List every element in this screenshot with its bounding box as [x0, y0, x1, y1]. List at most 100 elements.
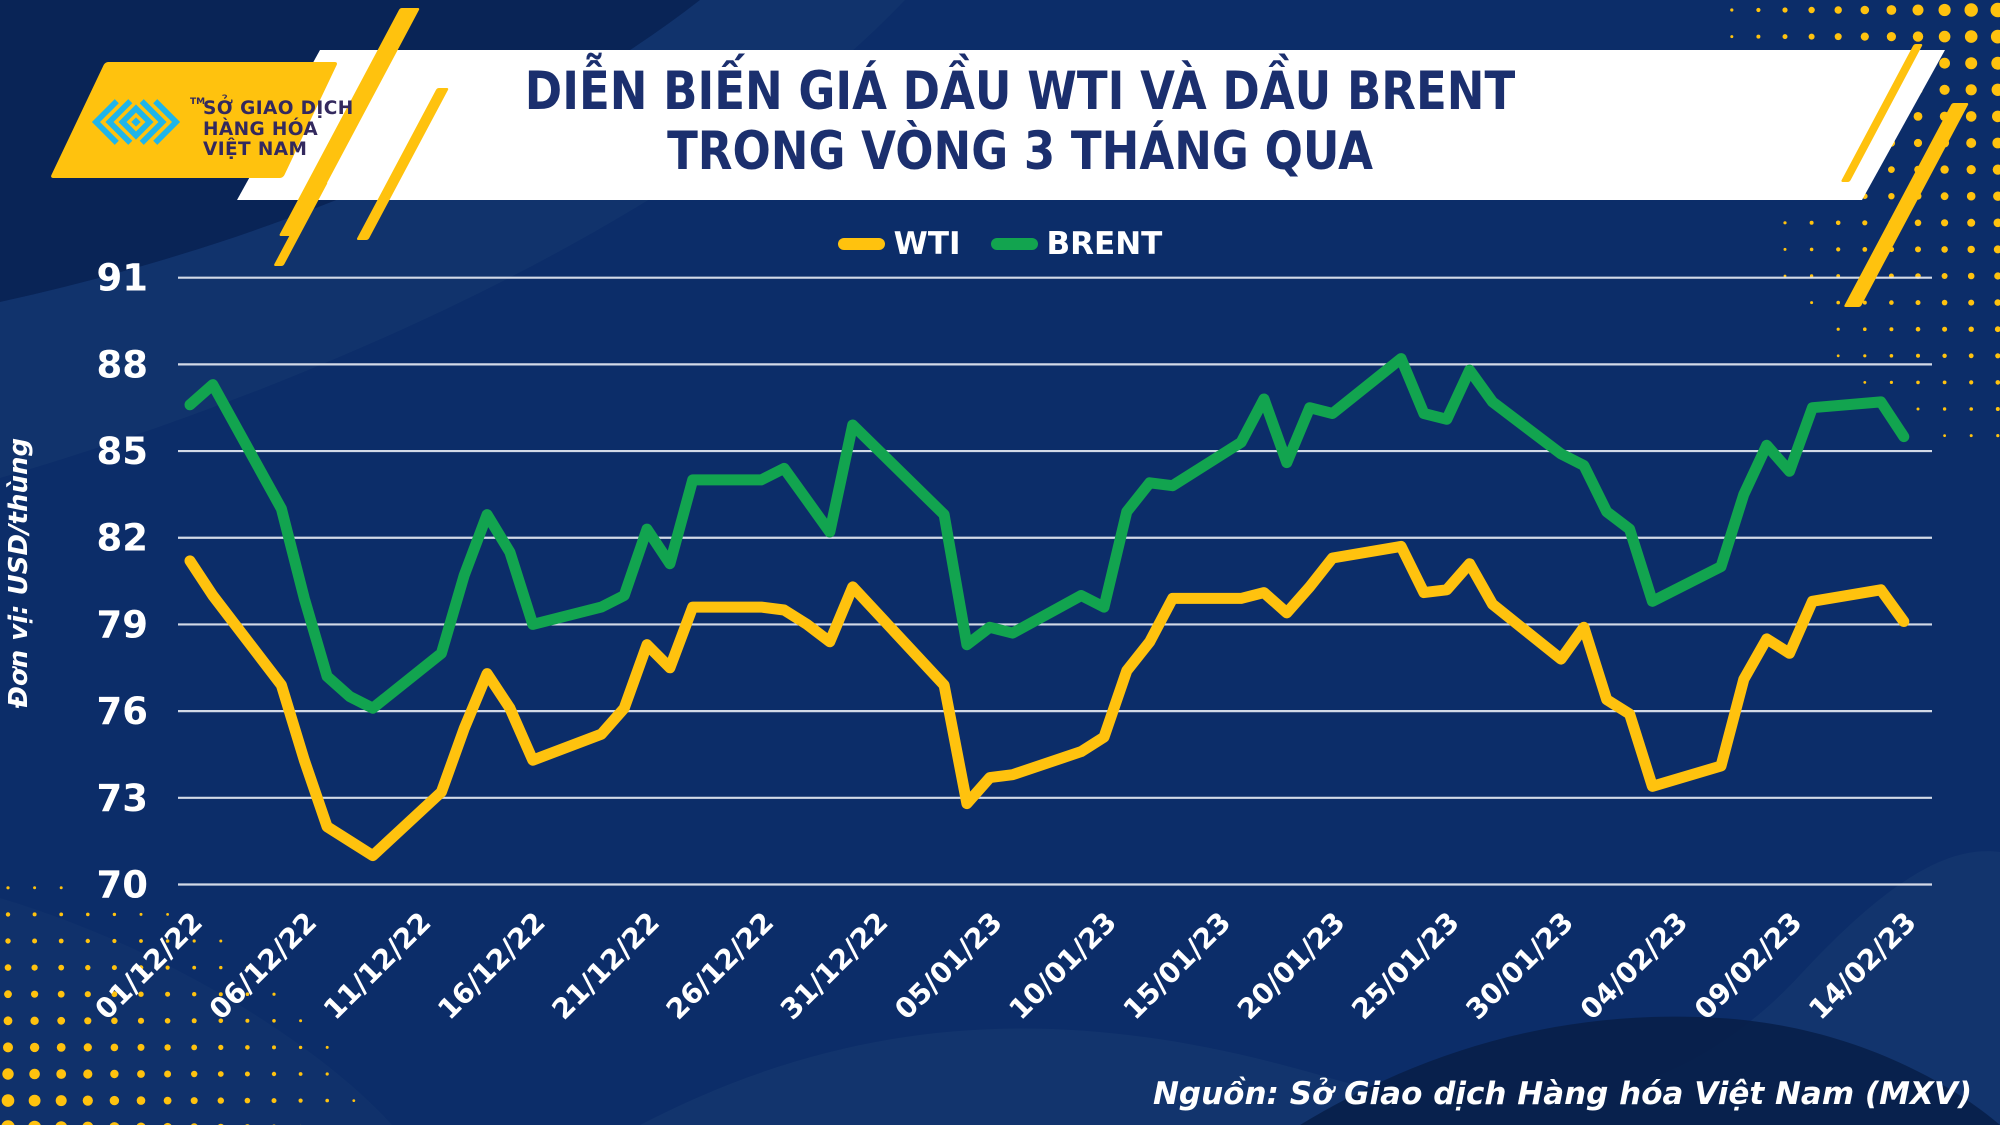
halftone-dot — [1969, 380, 1974, 385]
x-tick-label: 05/01/23 — [888, 906, 1008, 1026]
halftone-dot — [325, 1098, 330, 1103]
halftone-dot — [1941, 273, 1948, 279]
halftone-dot — [82, 1121, 93, 1125]
x-tick-label: 15/01/23 — [1117, 906, 1237, 1026]
y-tick-label: 79 — [97, 603, 149, 646]
halftone-dot — [1862, 300, 1867, 305]
halftone-dot — [1, 1094, 15, 1107]
halftone-dot — [1860, 32, 1869, 41]
legend-item-brent: BRENT — [990, 226, 1162, 262]
halftone-dot — [1863, 354, 1867, 358]
halftone-dot — [1942, 353, 1947, 358]
halftone-dot — [1992, 164, 2000, 175]
halftone-dot — [192, 965, 197, 970]
halftone-dot — [1756, 34, 1761, 39]
halftone-dot — [164, 1044, 171, 1051]
swoosh-bottom-left-light — [0, 898, 392, 1125]
halftone-dot — [218, 1044, 224, 1050]
halftone-dot — [1860, 5, 1870, 15]
halftone-dot — [1941, 299, 1948, 306]
halftone-dot — [4, 964, 12, 971]
halftone-dot — [219, 965, 223, 970]
x-tick-label: 31/12/22 — [774, 906, 894, 1026]
halftone-dot — [1886, 5, 1897, 15]
halftone-dot — [112, 912, 117, 917]
x-tick-label: 09/02/23 — [1688, 906, 1808, 1026]
halftone-dot — [164, 1070, 172, 1078]
halftone-dot — [1995, 380, 2000, 385]
halftone-dot — [1940, 165, 1949, 174]
x-tick-label: 11/12/22 — [317, 906, 437, 1026]
halftone-dot — [32, 912, 37, 917]
y-tick-label: 88 — [97, 343, 149, 386]
halftone-dot — [1967, 218, 1976, 227]
halftone-dot — [28, 1120, 41, 1125]
brand-line: HÀNG HÓA — [203, 118, 319, 140]
halftone-dot — [190, 1097, 198, 1105]
halftone-dot — [84, 1017, 92, 1025]
halftone-dot — [1994, 326, 2000, 333]
halftone-dot — [1991, 56, 2000, 70]
halftone-dot — [1968, 353, 1974, 359]
y-tick-label: 73 — [97, 777, 149, 820]
halftone-dot — [272, 1019, 276, 1023]
halftone-dot — [1939, 84, 1950, 95]
halftone-dot — [1969, 434, 1973, 438]
halftone-dot — [1889, 354, 1894, 358]
halftone-dot — [110, 1069, 119, 1079]
halftone-dot — [163, 1096, 172, 1105]
halftone-dot — [245, 1045, 250, 1050]
halftone-dot — [136, 1096, 146, 1105]
x-tick-label: 01/12/22 — [88, 906, 208, 1026]
halftone-dots-bottom-left — [1, 886, 356, 1125]
wti-price-line — [184, 540, 1910, 862]
wti-line-swatch-icon — [837, 238, 885, 250]
halftone-dot — [1886, 31, 1896, 42]
halftone-dot — [1912, 4, 1924, 16]
halftone-dot — [1914, 219, 1922, 227]
brand-name: SỞ GIAO DỊCH HÀNG HÓA VIỆT NAM — [203, 98, 354, 161]
halftone-dot — [191, 1044, 198, 1051]
halftone-dot — [6, 886, 10, 890]
x-tick-label: 04/02/23 — [1574, 906, 1694, 1026]
halftone-dot — [1967, 245, 1975, 254]
halftone-dot — [55, 1121, 67, 1125]
halftone-dot — [59, 886, 63, 890]
halftone-dot — [55, 1095, 67, 1107]
halftone-dot — [1994, 272, 2000, 280]
halftone-dot — [138, 965, 144, 970]
halftone-dot — [1994, 299, 2000, 306]
halftone-dot — [58, 938, 64, 944]
halftone-dot — [1992, 110, 2000, 123]
halftone-dot — [1808, 33, 1815, 40]
halftone-dot — [325, 1045, 329, 1049]
halftone-dot — [1965, 84, 1977, 96]
halftone-dot — [219, 939, 223, 943]
x-tick-label: 25/01/23 — [1345, 906, 1465, 1026]
halftone-dot — [1993, 218, 2000, 228]
halftone-dot — [1835, 220, 1841, 226]
halftone-dot — [1783, 247, 1787, 251]
halftone-dot — [138, 991, 144, 997]
halftone-dot — [165, 965, 170, 970]
halftone-dot — [1965, 111, 1977, 122]
title-line-2: TRONG VÒNG 3 THÁNG QUA — [667, 121, 1373, 182]
halftone-dot — [33, 886, 37, 890]
halftone-dot — [83, 1043, 92, 1052]
halftone-dot — [1938, 3, 1951, 17]
halftone-dot — [1782, 7, 1788, 13]
halftone-dot — [59, 912, 64, 917]
x-tick-label: 20/01/23 — [1231, 906, 1351, 1026]
legend-item-wti: WTI — [837, 226, 961, 262]
halftone-dot — [1992, 137, 2000, 149]
halftone-dot — [84, 991, 91, 998]
series-lines — [184, 353, 1910, 862]
halftone-dot — [299, 1019, 303, 1023]
y-axis-tick-labels: 70 73 76 79 82 85 88 91 — [97, 257, 149, 907]
halftone-dot — [1836, 300, 1840, 305]
halftone-dot — [1913, 138, 1923, 148]
halftone-dot — [1965, 57, 1978, 70]
x-tick-label: 14/02/23 — [1802, 906, 1922, 1026]
halftone-dot — [1782, 34, 1788, 40]
